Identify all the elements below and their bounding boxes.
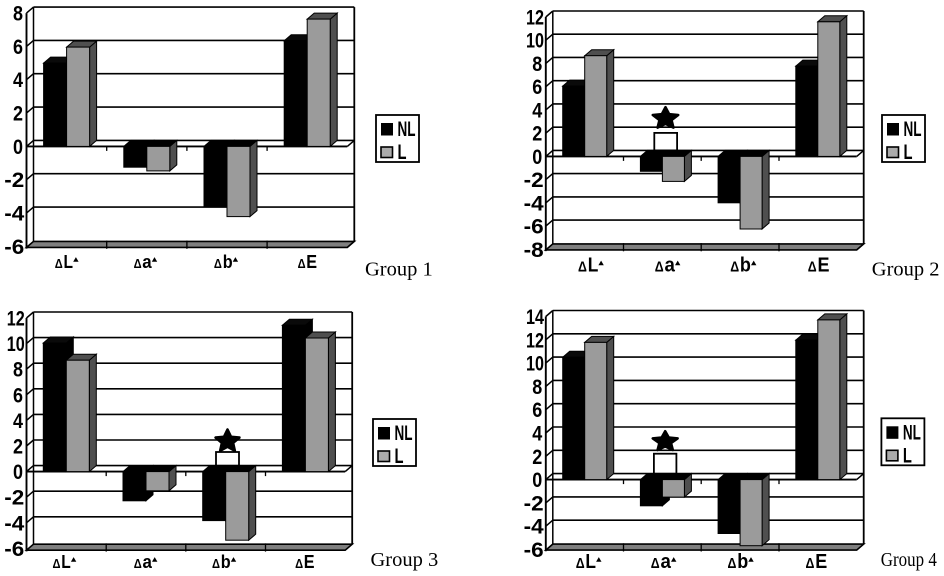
- svg-text:b: b: [223, 252, 233, 272]
- svg-text:0: 0: [532, 146, 542, 169]
- svg-text:b: b: [737, 551, 748, 573]
- svg-text:Group 1: Group 1: [365, 259, 433, 281]
- svg-text:E: E: [304, 552, 315, 572]
- svg-text:-2: -2: [4, 487, 24, 510]
- svg-text:8: 8: [532, 53, 542, 76]
- svg-text:6: 6: [13, 384, 23, 407]
- svg-text:10: 10: [526, 353, 544, 376]
- svg-text:14: 14: [526, 306, 544, 329]
- svg-text:0: 0: [532, 469, 542, 492]
- svg-text:-2: -2: [4, 169, 24, 192]
- svg-text:4: 4: [532, 99, 542, 122]
- svg-text:Δ: Δ: [728, 556, 737, 572]
- svg-text:NL: NL: [903, 421, 921, 444]
- svg-text:12: 12: [526, 329, 544, 352]
- svg-text:8: 8: [13, 359, 23, 382]
- svg-text:L: L: [903, 444, 912, 467]
- svg-text:NL: NL: [395, 422, 413, 445]
- svg-text:Δ: Δ: [53, 556, 61, 571]
- svg-text:4: 4: [13, 69, 23, 92]
- svg-text:12: 12: [7, 308, 25, 331]
- svg-text:Δ: Δ: [806, 556, 815, 572]
- svg-text:Δ: Δ: [576, 556, 585, 572]
- svg-text:Δ: Δ: [298, 256, 306, 271]
- svg-text:Group 2: Group 2: [872, 259, 940, 281]
- svg-text:6: 6: [532, 399, 542, 422]
- svg-text:2: 2: [532, 446, 542, 469]
- svg-text:6: 6: [532, 76, 542, 99]
- svg-text:L: L: [395, 445, 404, 468]
- svg-text:Δ: Δ: [808, 260, 817, 276]
- svg-text:12: 12: [526, 7, 544, 30]
- svg-text:Group 3: Group 3: [371, 549, 439, 571]
- svg-text:E: E: [818, 255, 830, 277]
- svg-text:2: 2: [532, 123, 542, 146]
- svg-text:-6: -6: [4, 236, 24, 259]
- svg-text:6: 6: [13, 36, 23, 59]
- svg-text:Δ: Δ: [295, 556, 303, 571]
- svg-text:L: L: [585, 551, 596, 573]
- svg-text:a: a: [143, 552, 153, 572]
- svg-text:-6: -6: [524, 216, 544, 239]
- svg-text:Δ: Δ: [578, 260, 587, 276]
- svg-text:0: 0: [13, 136, 23, 159]
- svg-text:Δ: Δ: [134, 256, 142, 271]
- svg-text:NL: NL: [398, 118, 416, 141]
- svg-text:Δ: Δ: [134, 556, 142, 571]
- svg-text:Δ: Δ: [212, 556, 220, 571]
- svg-text:8: 8: [532, 376, 542, 399]
- svg-text:-4: -4: [524, 516, 544, 539]
- svg-text:-4: -4: [4, 512, 24, 535]
- svg-text:L: L: [61, 552, 70, 572]
- svg-text:-6: -6: [524, 539, 544, 562]
- svg-text:b: b: [221, 552, 231, 572]
- svg-text:0: 0: [13, 461, 23, 484]
- svg-text:L: L: [588, 255, 599, 277]
- svg-text:Δ: Δ: [55, 256, 63, 271]
- svg-text:4: 4: [532, 423, 542, 446]
- svg-text:-4: -4: [4, 203, 24, 226]
- svg-text:L: L: [904, 141, 913, 164]
- svg-text:Δ: Δ: [651, 556, 660, 572]
- svg-text:4: 4: [13, 410, 23, 433]
- svg-text:Δ: Δ: [214, 256, 222, 271]
- svg-text:-6: -6: [4, 538, 24, 561]
- svg-text:a: a: [142, 252, 152, 272]
- svg-text:-2: -2: [524, 169, 544, 192]
- svg-text:-8: -8: [524, 239, 544, 262]
- svg-text:Δ: Δ: [730, 260, 739, 276]
- svg-text:8: 8: [13, 3, 23, 26]
- svg-text:E: E: [815, 551, 827, 573]
- svg-text:L: L: [64, 252, 74, 272]
- svg-text:E: E: [306, 252, 317, 272]
- svg-text:10: 10: [7, 333, 25, 356]
- svg-text:Group 4: Group 4: [881, 549, 937, 571]
- svg-text:a: a: [665, 255, 676, 277]
- svg-text:a: a: [661, 551, 672, 573]
- svg-text:L: L: [398, 141, 407, 164]
- svg-text:10: 10: [526, 30, 544, 53]
- svg-text:2: 2: [13, 436, 23, 459]
- svg-text:Δ: Δ: [655, 260, 664, 276]
- svg-text:NL: NL: [904, 118, 922, 141]
- svg-text:-4: -4: [524, 192, 544, 215]
- svg-text:b: b: [740, 255, 751, 277]
- svg-text:-2: -2: [524, 492, 544, 515]
- svg-text:2: 2: [13, 103, 23, 126]
